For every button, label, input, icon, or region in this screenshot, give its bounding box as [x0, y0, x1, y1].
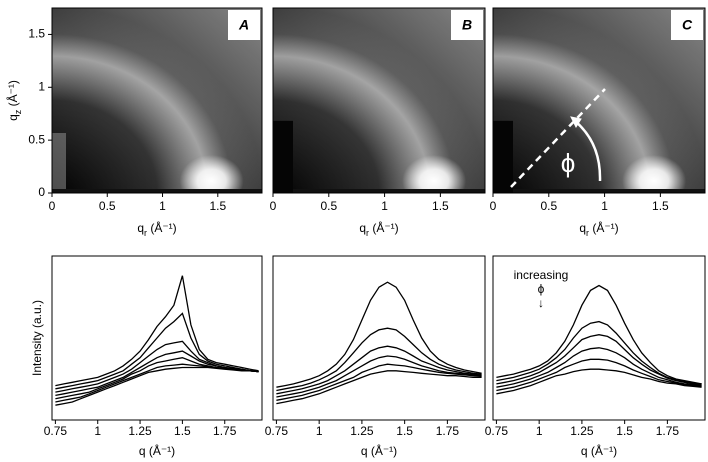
axis-title-sub: z	[13, 109, 23, 114]
plot-frame	[272, 255, 486, 421]
x-tick-label: 0.75	[44, 424, 68, 438]
angle-arrow	[574, 120, 602, 182]
annotation: ↓	[538, 296, 544, 310]
x-tick-label: 1.5	[616, 424, 633, 438]
axis-title: q (Å⁻¹)	[139, 443, 175, 458]
x-tick-label: 1.25	[350, 424, 374, 438]
panel-label: B	[462, 17, 472, 33]
label-box	[228, 10, 260, 40]
intensity-curve	[55, 366, 259, 406]
intensity-curve	[276, 345, 482, 395]
bright-spot	[402, 155, 467, 207]
label-box	[451, 10, 483, 40]
annotation: ϕ	[561, 148, 576, 178]
label-box	[671, 10, 703, 40]
axis-title: qr (Å⁻¹)	[359, 220, 398, 238]
panel-label: A	[238, 17, 249, 33]
x-tick-label: 1	[316, 424, 323, 438]
y-tick-label: 0	[38, 185, 45, 199]
x-tick-label: 1.5	[174, 424, 191, 438]
x-tick-label: 1.75	[213, 424, 237, 438]
horizon	[52, 189, 262, 193]
intensity-curve	[496, 334, 702, 386]
y-tick-label: 1.5	[28, 27, 45, 41]
intensity-curve	[276, 355, 482, 398]
intensity-curve	[496, 368, 702, 395]
axis-title-sub: r	[366, 228, 369, 238]
x-tick-label: 1.75	[436, 424, 460, 438]
intensity-curve	[276, 370, 482, 405]
axis-title: qz (Å⁻¹)	[5, 80, 23, 121]
intensity-curve	[55, 350, 259, 397]
plot-frame	[51, 255, 263, 421]
intensity-curve	[496, 347, 702, 388]
intensity-curve	[55, 275, 259, 387]
y-tick-label: 1	[38, 79, 45, 93]
x-tick-label: 1	[601, 199, 608, 213]
beamstop	[273, 120, 293, 193]
x-tick-label: 1.5	[396, 424, 413, 438]
axis-title-main: q	[359, 221, 366, 235]
x-tick-label: 0	[490, 199, 497, 213]
x-tick-label: 1	[94, 424, 101, 438]
axis-title-main: q	[6, 114, 20, 121]
plot-frame	[492, 255, 706, 421]
axis-title: q (Å⁻¹)	[361, 443, 397, 458]
x-tick-label: 1.25	[128, 424, 152, 438]
y-tick-label: 0.5	[28, 132, 45, 146]
plot-frame	[272, 7, 486, 194]
x-tick-label: 1	[381, 199, 388, 213]
annotation: ϕ	[538, 282, 545, 296]
intensity-curve	[496, 284, 702, 385]
intensity-curve	[55, 363, 259, 403]
intensity-curve	[496, 320, 702, 385]
bright-spot	[622, 155, 687, 207]
annotation: increasing	[514, 268, 569, 282]
axis-title-main: q	[579, 221, 586, 235]
intensity-curve	[55, 357, 259, 400]
axis-title-unit: (Å⁻¹)	[589, 220, 619, 235]
intensity-curve	[276, 363, 482, 401]
x-tick-label: 1.5	[432, 199, 449, 213]
plot-frame	[51, 7, 263, 194]
axis-title: qr (Å⁻¹)	[579, 220, 618, 238]
intensity-curve	[496, 358, 702, 392]
axis-title-unit: (Å⁻¹)	[147, 220, 177, 235]
axis-title: qr (Å⁻¹)	[137, 220, 176, 238]
x-tick-label: 0.5	[320, 199, 337, 213]
arrow-head	[570, 116, 582, 129]
x-tick-label: 1.25	[570, 424, 594, 438]
axis-title-unit: (Å⁻¹)	[369, 220, 399, 235]
x-tick-label: 0	[270, 199, 277, 213]
x-tick-label: 0.5	[99, 199, 116, 213]
axis-title-main: q	[137, 221, 144, 235]
x-tick-label: 0.5	[540, 199, 557, 213]
x-tick-label: 0	[49, 199, 56, 213]
x-tick-label: 1	[536, 424, 543, 438]
axis-title: Intensity (a.u.)	[30, 300, 44, 376]
axis-title-sub: r	[586, 228, 589, 238]
x-tick-label: 1	[159, 199, 166, 213]
axis-title-unit: (Å⁻¹)	[5, 80, 20, 110]
plot-frame	[492, 7, 706, 194]
intensity-curve	[276, 327, 482, 392]
axis-title: q (Å⁻¹)	[581, 443, 617, 458]
horizon	[273, 189, 485, 193]
beamstop	[493, 120, 513, 193]
intensity-curve	[55, 312, 259, 390]
bright-spot	[179, 155, 244, 207]
x-tick-label: 1.75	[656, 424, 680, 438]
axis-title-sub: r	[144, 228, 147, 238]
x-tick-label: 1.5	[652, 199, 669, 213]
x-tick-label: 0.75	[485, 424, 509, 438]
panel-label: C	[682, 17, 693, 33]
streaks	[52, 133, 66, 189]
horizon	[493, 189, 705, 193]
x-tick-label: 0.75	[265, 424, 289, 438]
x-tick-label: 1.5	[209, 199, 226, 213]
angle-line	[510, 88, 606, 188]
intensity-curve	[276, 281, 482, 388]
